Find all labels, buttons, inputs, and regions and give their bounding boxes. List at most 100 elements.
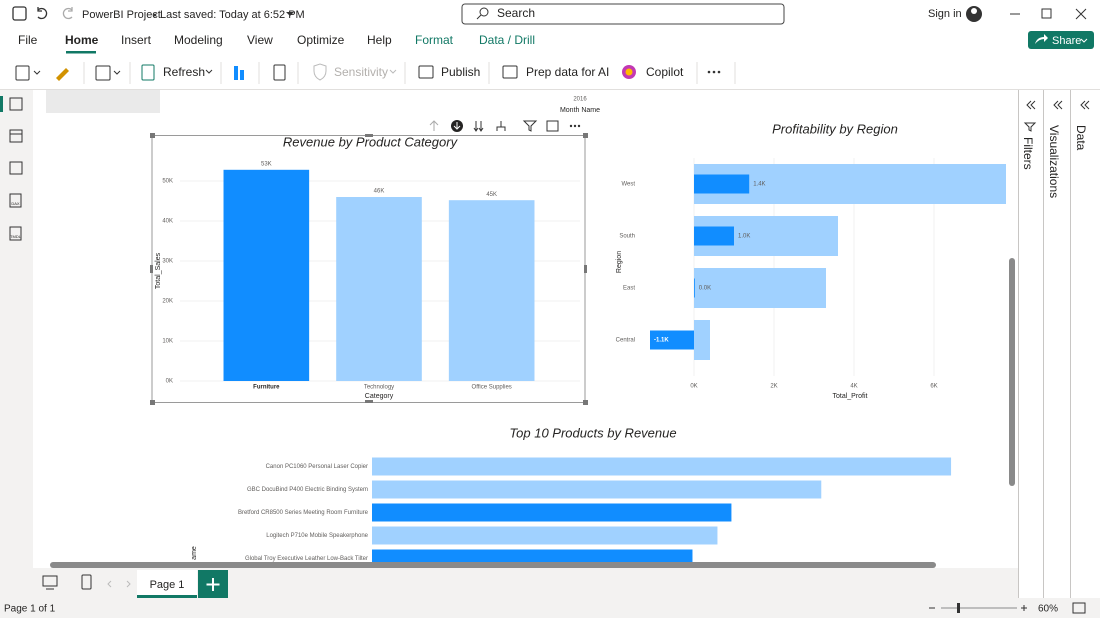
page-tab-label[interactable]: Page 1 bbox=[150, 579, 185, 591]
bar[interactable] bbox=[372, 526, 718, 545]
bar[interactable] bbox=[694, 174, 750, 194]
bar[interactable] bbox=[694, 226, 734, 246]
tmdl-view-icon[interactable] bbox=[9, 226, 22, 241]
mobile-layout-icon[interactable] bbox=[81, 574, 92, 590]
y-tick-label: Logitech P710e Mobile Speakerphone bbox=[266, 533, 368, 539]
visualizations-pane-label[interactable]: Visualizations bbox=[1047, 125, 1061, 198]
bar[interactable] bbox=[336, 197, 422, 381]
y-tick-label: 0K bbox=[166, 379, 173, 385]
horizontal-scrollbar[interactable] bbox=[50, 562, 936, 568]
menu-tab[interactable]: View bbox=[247, 33, 273, 47]
new-visual-icon[interactable] bbox=[234, 66, 238, 80]
x-tick-label: 6K bbox=[930, 384, 937, 390]
chart-title: Revenue by Product Category bbox=[283, 134, 459, 149]
menu-tab[interactable]: Home bbox=[65, 33, 99, 47]
ribbon-button-label[interactable]: Prep data for AI bbox=[526, 65, 609, 79]
tmdl-icon-label: TMDL bbox=[10, 234, 22, 239]
visual-more-options[interactable] bbox=[569, 124, 581, 128]
zoom-level: 60% bbox=[1038, 604, 1058, 615]
expand-visualizations[interactable] bbox=[1053, 100, 1063, 110]
get-data-dropdown[interactable] bbox=[113, 70, 121, 75]
data-label: 45K bbox=[486, 192, 497, 198]
focus-mode-icon[interactable] bbox=[546, 120, 559, 132]
bar[interactable] bbox=[650, 330, 694, 350]
refresh-dropdown[interactable] bbox=[205, 69, 213, 74]
expand-filters[interactable] bbox=[1026, 100, 1036, 110]
menu-tab[interactable]: Data / Drill bbox=[479, 33, 535, 47]
bar[interactable] bbox=[223, 169, 310, 381]
y-axis-title: Region bbox=[616, 251, 623, 273]
data-pane-label[interactable]: Data bbox=[1074, 125, 1088, 151]
prep-data-icon[interactable] bbox=[502, 65, 518, 79]
page-tab[interactable] bbox=[137, 570, 197, 598]
format-painter-icon[interactable] bbox=[56, 68, 69, 81]
paste-icon[interactable] bbox=[15, 65, 30, 81]
paste-dropdown[interactable] bbox=[33, 70, 41, 75]
bar[interactable] bbox=[694, 278, 695, 298]
zoom-thumb[interactable] bbox=[957, 603, 960, 613]
y-tick-label: 30K bbox=[162, 259, 173, 265]
model-view-icon[interactable] bbox=[9, 161, 23, 175]
refresh-icon[interactable] bbox=[141, 64, 155, 81]
search-icon bbox=[479, 7, 489, 17]
bar[interactable] bbox=[694, 320, 710, 360]
bar[interactable] bbox=[694, 268, 826, 308]
ribbon-button-label[interactable]: Copilot bbox=[646, 65, 684, 79]
add-page-icon bbox=[206, 578, 220, 591]
file-title: PowerBI Project bbox=[82, 9, 161, 21]
prev-page[interactable] bbox=[107, 580, 112, 588]
dax-view-icon[interactable] bbox=[9, 193, 22, 208]
bar[interactable] bbox=[372, 457, 952, 476]
title-dropdown[interactable] bbox=[286, 12, 294, 16]
menu-tab[interactable]: Insert bbox=[121, 33, 152, 47]
expand-icon[interactable] bbox=[496, 121, 506, 131]
zoom-in[interactable] bbox=[1021, 605, 1027, 611]
report-view-icon[interactable] bbox=[9, 97, 23, 111]
ribbon-button-label[interactable]: Refresh bbox=[163, 65, 205, 79]
x-tick-label: Technology bbox=[364, 385, 394, 391]
page-count: Page 1 of 1 bbox=[4, 604, 56, 615]
account-icon-head bbox=[971, 8, 977, 14]
table-view-icon[interactable] bbox=[9, 129, 23, 143]
search-box[interactable] bbox=[461, 3, 785, 25]
page-tab-indicator bbox=[137, 595, 197, 598]
menu-tab[interactable]: Modeling bbox=[174, 33, 223, 47]
sign-in[interactable]: Sign in bbox=[928, 8, 962, 20]
x-axis-title: Category bbox=[365, 393, 394, 400]
undo-icon[interactable] bbox=[37, 7, 48, 20]
search-placeholder[interactable]: Search bbox=[497, 6, 535, 20]
bar[interactable] bbox=[372, 503, 732, 522]
drill-up-icon[interactable] bbox=[429, 120, 439, 131]
y-axis-title: ame bbox=[191, 546, 198, 560]
menu-tab[interactable]: Format bbox=[415, 33, 454, 47]
menu-tab[interactable]: File bbox=[18, 33, 38, 47]
more-options[interactable] bbox=[707, 70, 721, 74]
y-tick-label: East bbox=[623, 286, 635, 292]
bar[interactable] bbox=[448, 200, 535, 381]
share-dropdown[interactable] bbox=[1080, 38, 1088, 43]
next-page[interactable] bbox=[126, 580, 131, 588]
share-label[interactable]: Share bbox=[1052, 35, 1081, 47]
calculator-icon[interactable] bbox=[273, 64, 286, 81]
save-icon[interactable] bbox=[12, 6, 27, 21]
data-label: -1.1K bbox=[654, 338, 669, 344]
publish-icon[interactable] bbox=[418, 65, 434, 79]
vertical-scrollbar[interactable] bbox=[1009, 258, 1015, 486]
next-level-icon[interactable] bbox=[473, 121, 484, 132]
menu-tab[interactable]: Help bbox=[367, 33, 392, 47]
desktop-layout-icon[interactable] bbox=[42, 575, 58, 587]
get-data-icon[interactable] bbox=[95, 65, 111, 81]
ribbon-button-label[interactable]: Publish bbox=[441, 65, 480, 79]
menu-tab[interactable]: Optimize bbox=[297, 33, 345, 47]
x-axis-title: Total_Profit bbox=[832, 393, 867, 400]
filters-pane-label[interactable]: Filters bbox=[1021, 137, 1035, 170]
y-tick-label: West bbox=[621, 182, 635, 188]
redo-icon[interactable] bbox=[62, 7, 73, 20]
bar[interactable] bbox=[372, 480, 822, 499]
filter-icon[interactable] bbox=[522, 120, 538, 132]
expand-data[interactable] bbox=[1080, 100, 1090, 110]
close-button[interactable] bbox=[1075, 8, 1087, 20]
fit-to-page[interactable] bbox=[1072, 602, 1086, 614]
maximize-button[interactable] bbox=[1041, 8, 1052, 19]
charts: 0K 10K 20K 30K 40K 50K 53K Furniture 46K Technolo… bbox=[155, 121, 1006, 568]
